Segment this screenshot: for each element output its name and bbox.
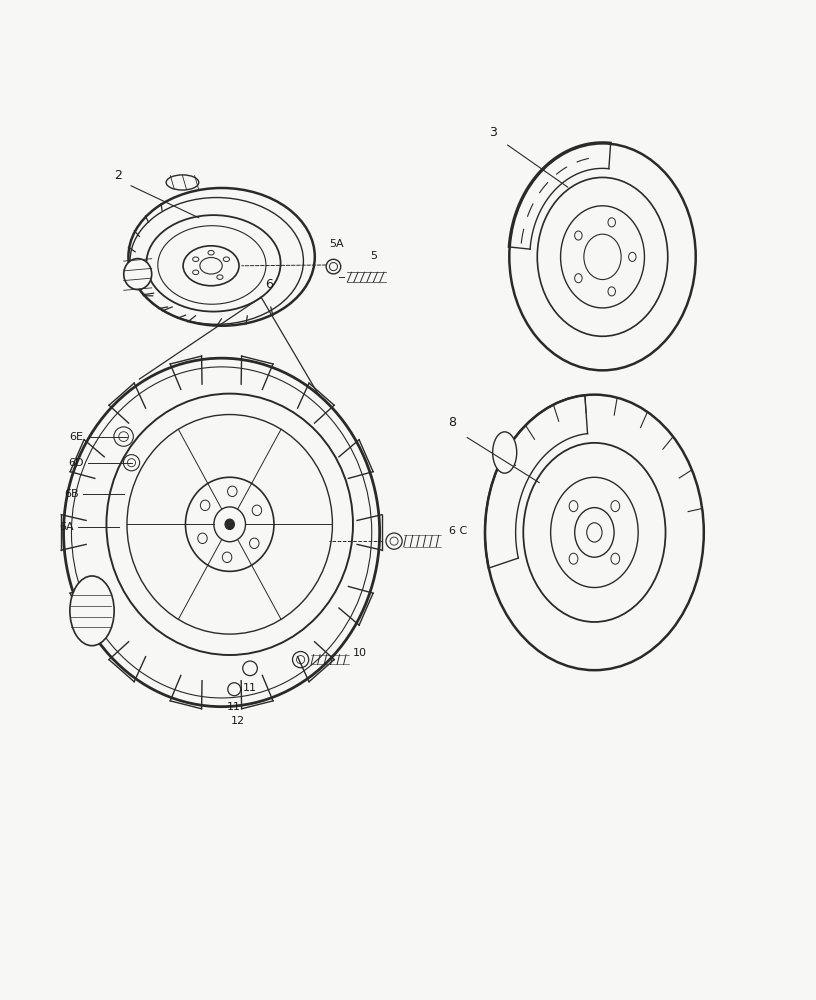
Ellipse shape xyxy=(124,259,152,290)
Text: 6E: 6E xyxy=(69,432,83,442)
Ellipse shape xyxy=(166,175,199,190)
Ellipse shape xyxy=(70,576,114,646)
Text: 11: 11 xyxy=(227,702,242,712)
Text: 6B: 6B xyxy=(64,489,79,499)
Text: 6A: 6A xyxy=(60,522,74,532)
Text: 6: 6 xyxy=(265,278,273,291)
Ellipse shape xyxy=(493,432,517,473)
Text: 10: 10 xyxy=(353,648,367,658)
Text: 2: 2 xyxy=(114,169,122,182)
Text: 12: 12 xyxy=(231,716,246,726)
Text: 6 C: 6 C xyxy=(449,526,468,536)
Ellipse shape xyxy=(64,358,379,707)
Ellipse shape xyxy=(106,394,353,655)
Ellipse shape xyxy=(485,395,704,670)
Text: 5A: 5A xyxy=(330,239,344,249)
Ellipse shape xyxy=(225,519,234,530)
Text: 5: 5 xyxy=(370,251,377,261)
Text: 6D: 6D xyxy=(68,458,83,468)
Text: 11: 11 xyxy=(243,683,257,693)
Text: 3: 3 xyxy=(489,126,497,139)
Ellipse shape xyxy=(523,443,666,622)
Text: 8: 8 xyxy=(449,416,457,429)
